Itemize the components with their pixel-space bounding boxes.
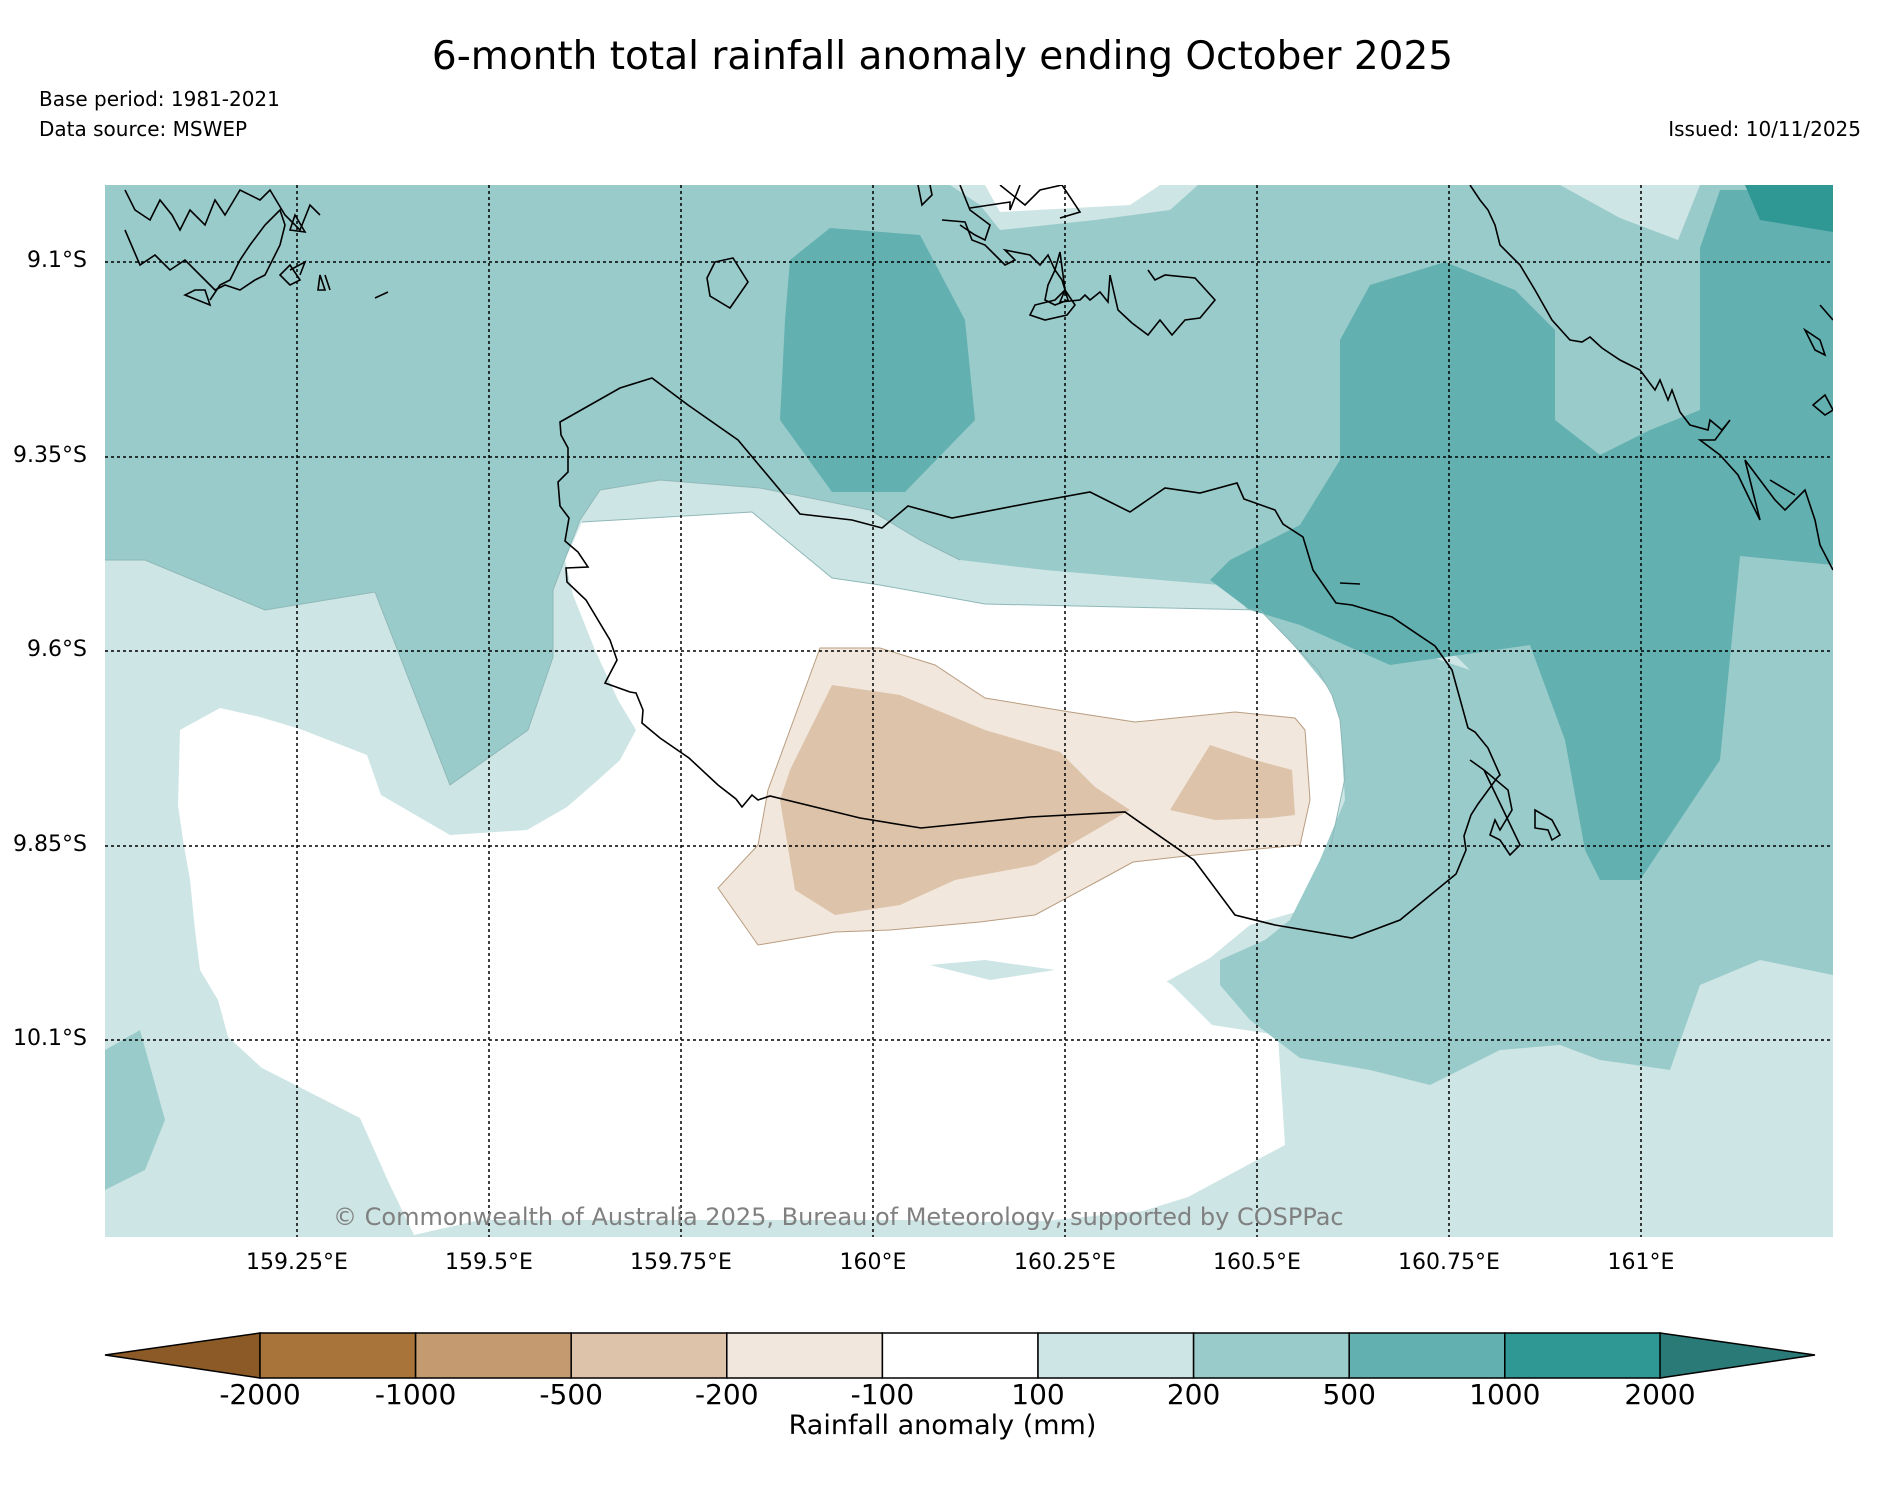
- colorbar-extend-high: [1659, 1332, 1816, 1379]
- map-title: 6-month total rainfall anomaly ending Oc…: [431, 34, 1454, 79]
- colorbar: [104, 1332, 1816, 1379]
- colorbar-swatch: [1348, 1332, 1506, 1379]
- contour-fill-1000-2000: [1745, 185, 1833, 232]
- lat-label: 9.35°S: [13, 443, 87, 468]
- base-period-label: Base period: 1981-2021: [39, 87, 280, 111]
- colorbar-swatch: [414, 1332, 572, 1379]
- colorbar-tick-label: -200: [695, 1378, 759, 1411]
- colorbar-tick-label: -2000: [219, 1378, 301, 1411]
- lat-label: 9.85°S: [13, 832, 87, 857]
- lon-label: 160.5°E: [1213, 1250, 1301, 1275]
- map-plot-area: [105, 185, 1833, 1237]
- colorbar-swatch: [1504, 1332, 1662, 1379]
- data-source-label: Data source: MSWEP: [39, 117, 248, 141]
- lat-label: 9.1°S: [27, 248, 87, 273]
- graticule: [105, 185, 1833, 1237]
- lon-label: 159.75°E: [630, 1250, 732, 1275]
- coastlines: [124, 185, 1833, 939]
- colorbar-tick-label: -500: [539, 1378, 603, 1411]
- colorbar-title: Rainfall anomaly (mm): [788, 1410, 1097, 1441]
- contour-fill-500-1000: [780, 228, 975, 492]
- lon-label: 160.75°E: [1398, 1250, 1500, 1275]
- colorbar-swatch: [1192, 1332, 1350, 1379]
- colorbar-swatch: [1037, 1332, 1195, 1379]
- colorbar-tick-label: 200: [1166, 1378, 1221, 1411]
- colorbar-swatch: [259, 1332, 417, 1379]
- lon-label: 159.5°E: [445, 1250, 533, 1275]
- colorbar-tick-label: 500: [1322, 1378, 1376, 1411]
- lon-label: 160.25°E: [1014, 1250, 1116, 1275]
- contour-fill-minus500-minus200: [780, 685, 1130, 915]
- colorbar-tick-label: -100: [850, 1378, 915, 1411]
- lat-label: 9.6°S: [27, 637, 87, 662]
- lon-label: 161°E: [1607, 1250, 1675, 1275]
- copyright-notice: © Commonwealth of Australia 2025, Bureau…: [333, 1203, 1344, 1231]
- colorbar-swatch: [726, 1332, 884, 1379]
- colorbar-swatch: [570, 1332, 728, 1379]
- colorbar-swatch: [881, 1332, 1039, 1379]
- colorbar-tick-label: 100: [1011, 1378, 1065, 1411]
- colorbar-tick-label: -1000: [374, 1378, 457, 1411]
- colorbar-tick-label: 1000: [1469, 1378, 1541, 1411]
- lon-label: 160°E: [839, 1250, 907, 1275]
- lat-label: 10.1°S: [13, 1026, 87, 1051]
- colorbar-extend-low: [104, 1332, 261, 1379]
- contour-lines: [105, 479, 1346, 851]
- issued-date-label: Issued: 10/11/2025: [1668, 117, 1861, 141]
- colorbar-tick-label: 2000: [1624, 1378, 1696, 1411]
- lon-label: 159.25°E: [246, 1250, 348, 1275]
